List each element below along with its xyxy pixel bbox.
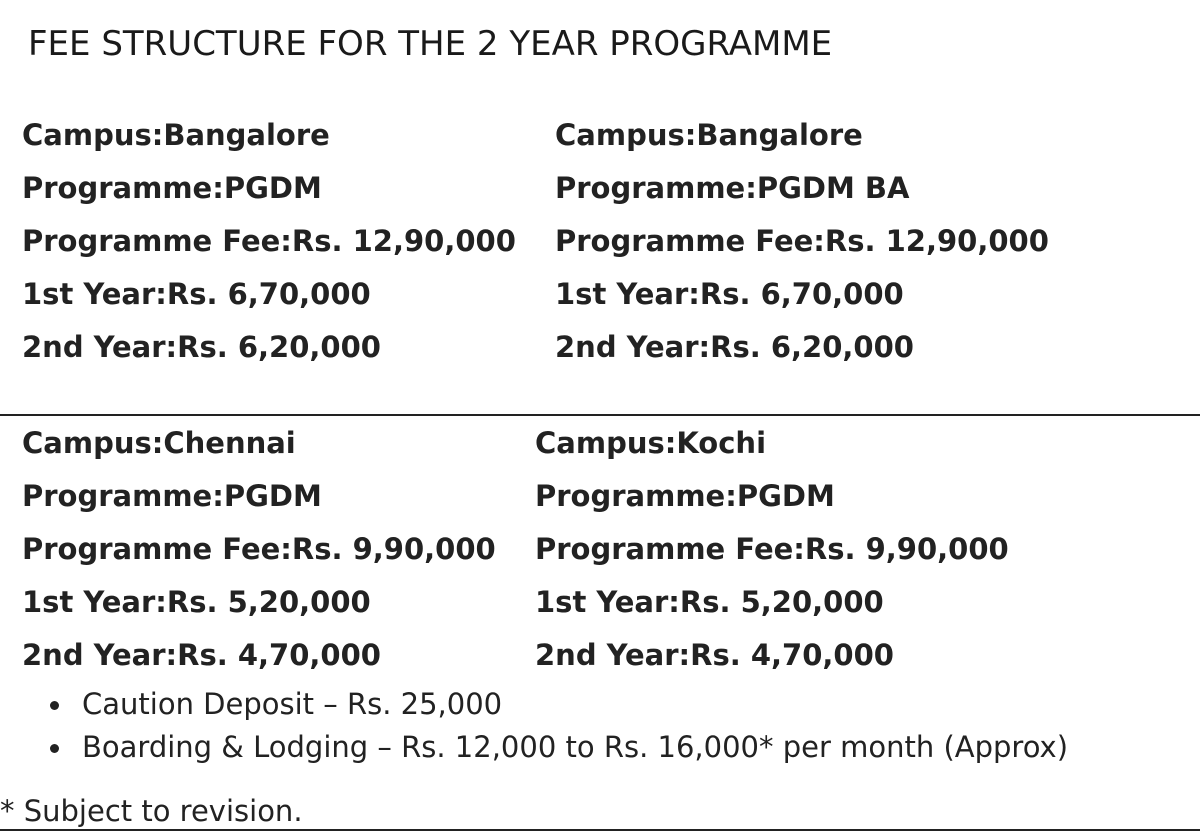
programme-line: Programme:PGDM bbox=[22, 162, 516, 215]
first-year-line: 1st Year:Rs. 5,20,000 bbox=[535, 576, 1009, 629]
campus-line: Campus:Bangalore bbox=[555, 109, 1049, 162]
first-year-value: Rs. 5,20,000 bbox=[166, 585, 371, 619]
fee-block-kochi-pgdm: Campus:Kochi Programme:PGDM Programme Fe… bbox=[535, 417, 1009, 682]
bottom-divider bbox=[0, 829, 1200, 831]
programme-label: Programme: bbox=[535, 479, 737, 513]
programme-fee-value: Rs. 9,90,000 bbox=[804, 532, 1009, 566]
second-year-value: Rs. 4,70,000 bbox=[177, 638, 381, 672]
programme-label: Programme: bbox=[22, 479, 224, 513]
campus-value: Bangalore bbox=[696, 118, 863, 152]
programme-fee-label: Programme Fee: bbox=[22, 532, 292, 566]
campus-label: Campus: bbox=[555, 118, 697, 152]
programme-line: Programme:PGDM bbox=[535, 470, 1009, 523]
campus-label: Campus: bbox=[535, 426, 677, 460]
first-year-label: 1st Year: bbox=[22, 585, 167, 619]
programme-label: Programme: bbox=[22, 171, 224, 205]
programme-line: Programme:PGDM BA bbox=[555, 162, 1049, 215]
second-year-value: Rs. 4,70,000 bbox=[690, 638, 894, 672]
section-divider bbox=[0, 414, 1200, 416]
programme-value: PGDM bbox=[223, 171, 322, 205]
programme-value: PGDM bbox=[736, 479, 835, 513]
list-item: Boarding & Lodging – Rs. 12,000 to Rs. 1… bbox=[22, 726, 1068, 769]
programme-fee-line: Programme Fee:Rs. 9,90,000 bbox=[22, 523, 496, 576]
first-year-line: 1st Year:Rs. 6,70,000 bbox=[22, 268, 516, 321]
first-year-label: 1st Year: bbox=[555, 277, 700, 311]
campus-line: Campus:Bangalore bbox=[22, 109, 516, 162]
second-year-line: 2nd Year:Rs. 4,70,000 bbox=[535, 629, 1009, 682]
second-year-value: Rs. 6,20,000 bbox=[177, 330, 381, 364]
programme-fee-value: Rs. 9,90,000 bbox=[291, 532, 496, 566]
note-text: Boarding & Lodging – Rs. 12,000 to Rs. 1… bbox=[82, 730, 1069, 764]
campus-line: Campus:Chennai bbox=[22, 417, 496, 470]
second-year-line: 2nd Year:Rs. 6,20,000 bbox=[22, 321, 516, 374]
programme-fee-line: Programme Fee:Rs. 12,90,000 bbox=[22, 215, 516, 268]
notes-list: Caution Deposit – Rs. 25,000 Boarding & … bbox=[22, 683, 1068, 769]
fee-block-bangalore-pgdm: Campus:Bangalore Programme:PGDM Programm… bbox=[22, 109, 516, 374]
campus-line: Campus:Kochi bbox=[535, 417, 1009, 470]
programme-value: PGDM BA bbox=[756, 171, 910, 205]
footnote: * Subject to revision. bbox=[0, 794, 303, 828]
second-year-label: 2nd Year: bbox=[535, 638, 691, 672]
second-year-label: 2nd Year: bbox=[22, 330, 178, 364]
programme-fee-line: Programme Fee:Rs. 12,90,000 bbox=[555, 215, 1049, 268]
programme-label: Programme: bbox=[555, 171, 757, 205]
bullet-icon bbox=[50, 701, 59, 710]
second-year-label: 2nd Year: bbox=[555, 330, 711, 364]
fee-block-chennai-pgdm: Campus:Chennai Programme:PGDM Programme … bbox=[22, 417, 496, 682]
second-year-line: 2nd Year:Rs. 6,20,000 bbox=[555, 321, 1049, 374]
list-item: Caution Deposit – Rs. 25,000 bbox=[22, 683, 1068, 726]
programme-line: Programme:PGDM bbox=[22, 470, 496, 523]
first-year-label: 1st Year: bbox=[22, 277, 167, 311]
first-year-value: Rs. 6,70,000 bbox=[166, 277, 371, 311]
first-year-line: 1st Year:Rs. 5,20,000 bbox=[22, 576, 496, 629]
programme-fee-value: Rs. 12,90,000 bbox=[824, 224, 1049, 258]
programme-fee-line: Programme Fee:Rs. 9,90,000 bbox=[535, 523, 1009, 576]
note-text: Caution Deposit – Rs. 25,000 bbox=[82, 687, 503, 721]
campus-label: Campus: bbox=[22, 426, 164, 460]
first-year-label: 1st Year: bbox=[535, 585, 680, 619]
second-year-line: 2nd Year:Rs. 4,70,000 bbox=[22, 629, 496, 682]
second-year-value: Rs. 6,20,000 bbox=[710, 330, 914, 364]
second-year-label: 2nd Year: bbox=[22, 638, 178, 672]
programme-fee-label: Programme Fee: bbox=[555, 224, 825, 258]
campus-value: Kochi bbox=[676, 426, 767, 460]
bullet-icon bbox=[50, 744, 59, 753]
campus-value: Chennai bbox=[163, 426, 296, 460]
first-year-value: Rs. 6,70,000 bbox=[699, 277, 904, 311]
programme-fee-label: Programme Fee: bbox=[535, 532, 805, 566]
programme-fee-label: Programme Fee: bbox=[22, 224, 292, 258]
first-year-value: Rs. 5,20,000 bbox=[679, 585, 884, 619]
campus-value: Bangalore bbox=[163, 118, 330, 152]
programme-fee-value: Rs. 12,90,000 bbox=[291, 224, 516, 258]
page-title: FEE STRUCTURE FOR THE 2 YEAR PROGRAMME bbox=[28, 24, 833, 64]
programme-value: PGDM bbox=[223, 479, 322, 513]
campus-label: Campus: bbox=[22, 118, 164, 152]
fee-block-bangalore-pgdm-ba: Campus:Bangalore Programme:PGDM BA Progr… bbox=[555, 109, 1049, 374]
first-year-line: 1st Year:Rs. 6,70,000 bbox=[555, 268, 1049, 321]
